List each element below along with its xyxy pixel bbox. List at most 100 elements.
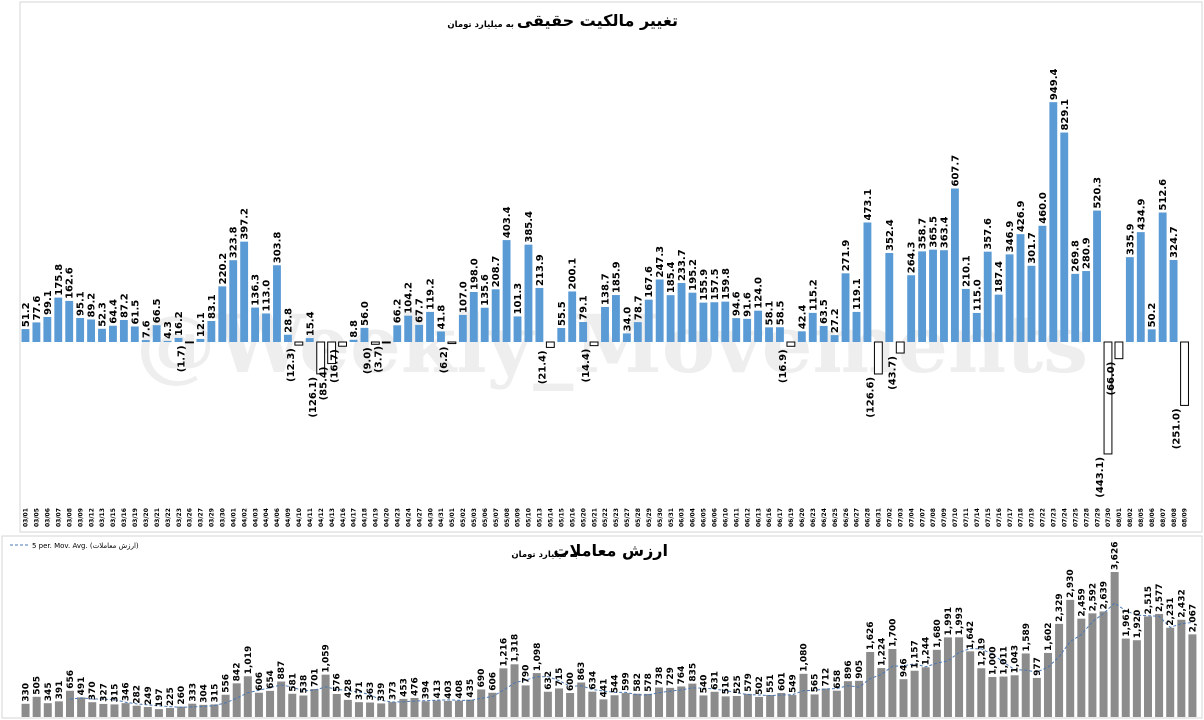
- top-value-label: 12.1: [196, 312, 207, 337]
- top-date-label: 03/07: [55, 508, 62, 527]
- top-date-label: 05/20: [580, 508, 587, 527]
- bottom-value-label: 197: [155, 688, 165, 707]
- top-bar-03/30: [218, 286, 227, 342]
- top-bar-07/17: [1005, 254, 1014, 342]
- top-bar-03/22: [163, 340, 172, 342]
- bottom-bar-94: [1055, 623, 1064, 717]
- top-bar-07/10: [950, 188, 959, 342]
- top-bar-08/02: [1125, 257, 1134, 342]
- top-bar-06/04: [688, 292, 697, 342]
- bottom-bar-68: [766, 694, 775, 717]
- top-date-label: 07/10: [952, 508, 959, 527]
- top-chart-date-labels: 03/01 03/05 03/06 03/07 03/08 03/09 03/12 03/13…: [23, 508, 1189, 527]
- bottom-bar-44: [499, 668, 508, 717]
- top-bar-05/09: [513, 316, 522, 342]
- top-value-label: 64.4: [108, 299, 119, 324]
- bottom-value-label: 738: [655, 667, 665, 686]
- top-value-label: 233.7: [677, 249, 688, 281]
- top-value-label: 397.2: [240, 208, 251, 240]
- bottom-value-label: 1,216: [499, 638, 509, 666]
- top-date-label: 03/21: [154, 508, 161, 527]
- top-bar-03/27: [196, 338, 205, 342]
- bottom-bar-92: [1032, 677, 1041, 717]
- top-bar-03/23: [174, 337, 183, 342]
- bottom-bar-37: [421, 701, 430, 717]
- bottom-value-label: 1,244: [922, 637, 932, 665]
- top-date-label: 03/08: [66, 508, 73, 527]
- bottom-bar-41: [466, 699, 475, 717]
- top-date-label: 07/17: [1007, 508, 1014, 527]
- top-date-label: 07/23: [1051, 508, 1058, 527]
- top-date-label: 07/30: [1105, 508, 1112, 527]
- bottom-value-label: 715: [555, 668, 565, 687]
- top-date-label: 06/13: [755, 508, 762, 527]
- bottom-bar-71: [799, 673, 808, 717]
- bottom-value-label: 391: [55, 681, 65, 700]
- top-date-label: 07/24: [1061, 508, 1068, 527]
- top-value-label: 434.9: [1136, 198, 1147, 230]
- bottom-bar-73: [821, 688, 830, 717]
- top-bar-05/02: [458, 314, 467, 342]
- top-date-label: 05/01: [449, 508, 456, 527]
- top-date-label: 08/01: [1116, 508, 1123, 527]
- bottom-value-label: 333: [188, 683, 198, 702]
- bottom-value-label: 549: [788, 674, 798, 693]
- bottom-value-label: 315: [110, 684, 120, 703]
- top-value-label: 51.2: [21, 302, 32, 327]
- top-date-label: 03/05: [34, 508, 41, 527]
- top-date-label: 03/16: [121, 508, 128, 527]
- bottom-value-label: 601: [777, 672, 787, 691]
- bottom-bar-70: [788, 695, 797, 717]
- top-bar-06/25: [830, 335, 839, 342]
- bottom-bar-77: [866, 651, 875, 717]
- top-value-label: 829.1: [1060, 99, 1071, 131]
- top-bar-07/15: [983, 251, 992, 342]
- top-value-label: 113.0: [262, 280, 273, 312]
- top-value-label: (66.0): [1106, 362, 1117, 396]
- bottom-value-label: 578: [644, 673, 654, 692]
- top-value-label: 107.0: [458, 281, 469, 313]
- top-value-label: 78.7: [633, 295, 644, 320]
- top-bar-03/13: [98, 328, 106, 342]
- top-date-label: 04/03: [252, 508, 259, 527]
- top-date-label: 03/26: [187, 508, 194, 527]
- bottom-bar-38: [432, 700, 441, 717]
- top-value-label: 135.6: [480, 274, 491, 306]
- top-date-label: 03/30: [219, 508, 226, 527]
- top-bar-07/08: [929, 249, 937, 342]
- bottom-value-label: 330: [22, 683, 32, 702]
- bottom-bar-35: [399, 698, 408, 717]
- top-chart-title: تغییر مالکیت حقیقی: [517, 11, 678, 30]
- top-bar-06/16: [765, 327, 773, 342]
- top-bar-07/03: [895, 341, 905, 354]
- bottom-bar-91: [1021, 653, 1030, 717]
- bottom-bar-75: [843, 681, 852, 717]
- bottom-value-label: 2,639: [1100, 581, 1110, 609]
- top-date-label: 04/04: [263, 508, 270, 527]
- bottom-value-label: 863: [577, 662, 587, 681]
- top-date-label: 06/20: [799, 508, 806, 527]
- top-value-label: 138.7: [601, 273, 612, 305]
- top-date-label: 05/31: [668, 508, 675, 527]
- top-bar-06/31: [873, 341, 883, 375]
- bottom-value-label: 2,329: [1055, 593, 1065, 621]
- bottom-bar-36: [410, 697, 419, 717]
- top-value-label: 79.1: [579, 295, 590, 320]
- top-bar-04/06: [273, 265, 281, 342]
- top-date-label: 05/16: [569, 508, 576, 527]
- bottom-value-label: 1,700: [888, 619, 898, 647]
- top-bar-05/13: [535, 287, 544, 342]
- top-date-label: 05/09: [515, 508, 522, 527]
- top-bar-04/10: [294, 341, 304, 346]
- top-value-label: 280.9: [1082, 237, 1093, 269]
- bottom-value-label: 394: [422, 680, 432, 699]
- bottom-bar-29: [332, 693, 341, 717]
- top-bar-05/21: [589, 341, 599, 347]
- top-bar-03/21: [152, 325, 161, 342]
- top-date-label: 05/29: [646, 508, 653, 527]
- bottom-value-label: 304: [199, 684, 209, 703]
- top-date-label: 03/15: [110, 508, 117, 527]
- bottom-value-label: 565: [811, 674, 821, 693]
- bottom-value-label: 1,080: [799, 643, 809, 671]
